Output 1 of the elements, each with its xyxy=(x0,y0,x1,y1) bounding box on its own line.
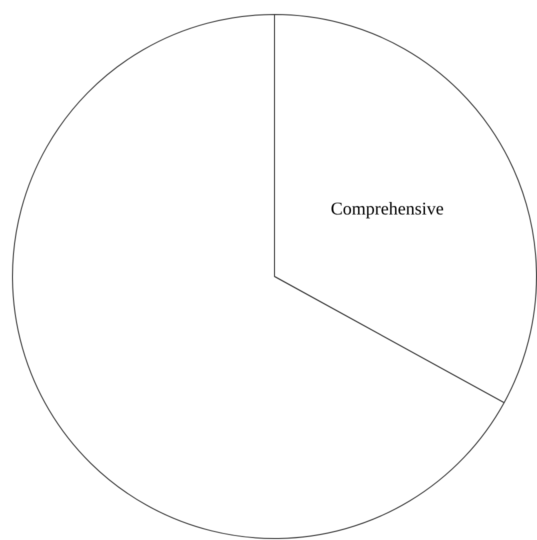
slice-label: Comprehensive xyxy=(330,198,444,219)
